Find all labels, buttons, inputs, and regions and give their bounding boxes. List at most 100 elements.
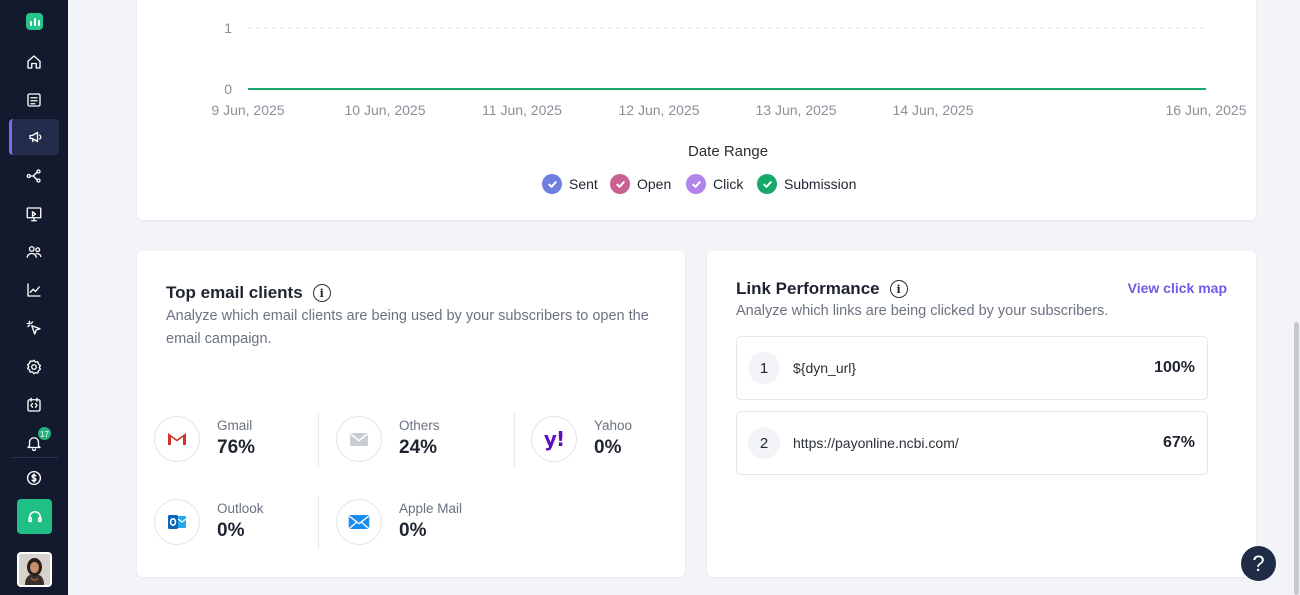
link-rank: 1 (748, 352, 780, 384)
legend-label: Click (713, 176, 744, 192)
client-name: Others (399, 418, 440, 433)
headset-icon (27, 510, 42, 522)
sidebar-item-billing[interactable] (9, 460, 59, 496)
info-icon[interactable]: i (889, 280, 908, 298)
landing-page-icon (26, 207, 42, 222)
link-url: ${dyn_url} (793, 360, 857, 376)
help-button[interactable]: ? (1241, 546, 1276, 581)
x-tick-label: 11 Jun, 2025 (482, 102, 562, 118)
sidebar-item-forms[interactable] (9, 82, 59, 118)
campaign-activity-chart-card: 1 0 9 Jun, 2025 10 Jun, 2025 11 Jun, 2025 12 … (137, 0, 1256, 220)
forms-icon (27, 93, 41, 107)
client-name: Yahoo (594, 418, 633, 433)
legend-label: Submission (784, 176, 857, 192)
checkmark-icon (610, 174, 630, 194)
clients-title-text: Top email clients (166, 283, 303, 302)
x-tick-label: 12 Jun, 2025 (619, 102, 700, 118)
client-apple-mail: Apple Mail 0% (336, 499, 462, 545)
sidebar-item-integrations[interactable] (9, 387, 59, 423)
activity-line-chart: 1 0 9 Jun, 2025 10 Jun, 2025 11 Jun, 2025 12 … (211, 20, 1247, 118)
client-name: Outlook (217, 501, 264, 516)
integration-icon (27, 397, 41, 412)
client-yahoo: y! Yahoo 0% (531, 416, 632, 462)
client-percent: 0% (399, 520, 427, 541)
checkmark-icon (542, 174, 562, 194)
yahoo-icon: y! (531, 416, 577, 462)
campaign-megaphone-icon (28, 131, 41, 143)
checkmark-icon (757, 174, 777, 194)
client-percent: 76% (217, 437, 256, 458)
bell-icon (27, 437, 41, 452)
links-card-description: Analyze which links are being clicked by… (736, 303, 1109, 319)
client-percent: 24% (399, 437, 438, 458)
sidebar-item-settings[interactable] (9, 349, 59, 385)
view-click-map-link[interactable]: View click map (1127, 280, 1227, 296)
link-performance-card: Link Performance i View click map Analyz… (707, 251, 1256, 577)
link-percent: 100% (1154, 359, 1195, 376)
legend-label: Sent (569, 176, 598, 192)
x-tick-label: 10 Jun, 2025 (345, 102, 426, 118)
client-name: Gmail (217, 418, 253, 433)
link-row[interactable]: 2 https://payonline.ncbi.com/ 67% (736, 411, 1208, 475)
checkmark-icon (686, 174, 706, 194)
x-axis-title: Date Range (688, 143, 769, 160)
link-row[interactable]: 1 ${dyn_url} 100% (736, 336, 1208, 400)
settings-gear-icon (26, 359, 42, 375)
client-outlook: Outlook 0% (154, 499, 264, 545)
legend-label: Open (637, 176, 672, 192)
y-tick-label: 0 (224, 81, 232, 97)
x-tick-label: 9 Jun, 2025 (211, 102, 284, 118)
sidebar-item-landing-pages[interactable] (9, 196, 59, 232)
notification-count-badge: 17 (37, 426, 52, 441)
sidebar-item-analytics[interactable] (9, 272, 59, 308)
x-tick-label: 13 Jun, 2025 (756, 102, 837, 118)
page-scrollbar[interactable] (1294, 322, 1299, 595)
sidebar-item-contacts[interactable] (9, 234, 59, 270)
user-avatar[interactable] (17, 552, 52, 587)
sidebar-item-notifications[interactable]: 17 (9, 425, 59, 461)
support-button[interactable] (17, 499, 52, 534)
client-divider (514, 413, 515, 467)
sidebar-item-campaigns[interactable] (9, 119, 59, 155)
clients-description-line-1: Analyze which email clients are being us… (166, 308, 649, 324)
workflow-icon (26, 169, 41, 183)
y-tick-label: 1 (224, 20, 232, 36)
sidebar: 17 (0, 0, 68, 595)
client-name: Apple Mail (399, 501, 463, 516)
client-others: Others 24% (336, 416, 440, 462)
info-icon[interactable]: i (312, 284, 331, 302)
sidebar-item-clicks[interactable] (9, 310, 59, 346)
app-logo[interactable] (26, 13, 43, 30)
client-divider (318, 496, 319, 550)
client-gmail: Gmail 76% (154, 416, 255, 462)
sidebar-divider (12, 457, 58, 458)
link-url: https://payonline.ncbi.com/ (793, 435, 959, 451)
sidebar-item-workflows[interactable] (9, 158, 59, 194)
analytics-icon (27, 283, 41, 297)
billing-icon (26, 470, 42, 486)
legend-item-click[interactable]: Click (686, 174, 743, 194)
outlook-icon (154, 499, 200, 545)
link-rank: 2 (748, 427, 780, 459)
legend-item-sent[interactable]: Sent (542, 174, 598, 194)
x-tick-label: 14 Jun, 2025 (893, 102, 974, 118)
legend-item-open[interactable]: Open (610, 174, 671, 194)
top-email-clients-card: Top email clients i Analyze which email … (137, 251, 685, 577)
contacts-icon (26, 246, 42, 258)
link-percent: 67% (1162, 434, 1195, 451)
legend-item-submission[interactable]: Submission (757, 174, 856, 194)
client-percent: 0% (594, 437, 622, 458)
avatar-photo (19, 554, 50, 585)
apple-mail-icon (336, 499, 382, 545)
client-percent: 0% (217, 520, 245, 541)
client-divider (318, 413, 319, 467)
x-tick-label: 16 Jun, 2025 (1166, 102, 1247, 118)
envelope-icon (336, 416, 382, 462)
home-icon (27, 55, 41, 69)
sidebar-item-home[interactable] (9, 44, 59, 80)
clients-card-description: Analyze which email clients are being us… (166, 305, 649, 351)
links-card-title: Link Performance i (736, 279, 908, 299)
clients-card-title: Top email clients i (166, 283, 331, 303)
gmail-icon (154, 416, 200, 462)
links-title-text: Link Performance (736, 279, 880, 298)
